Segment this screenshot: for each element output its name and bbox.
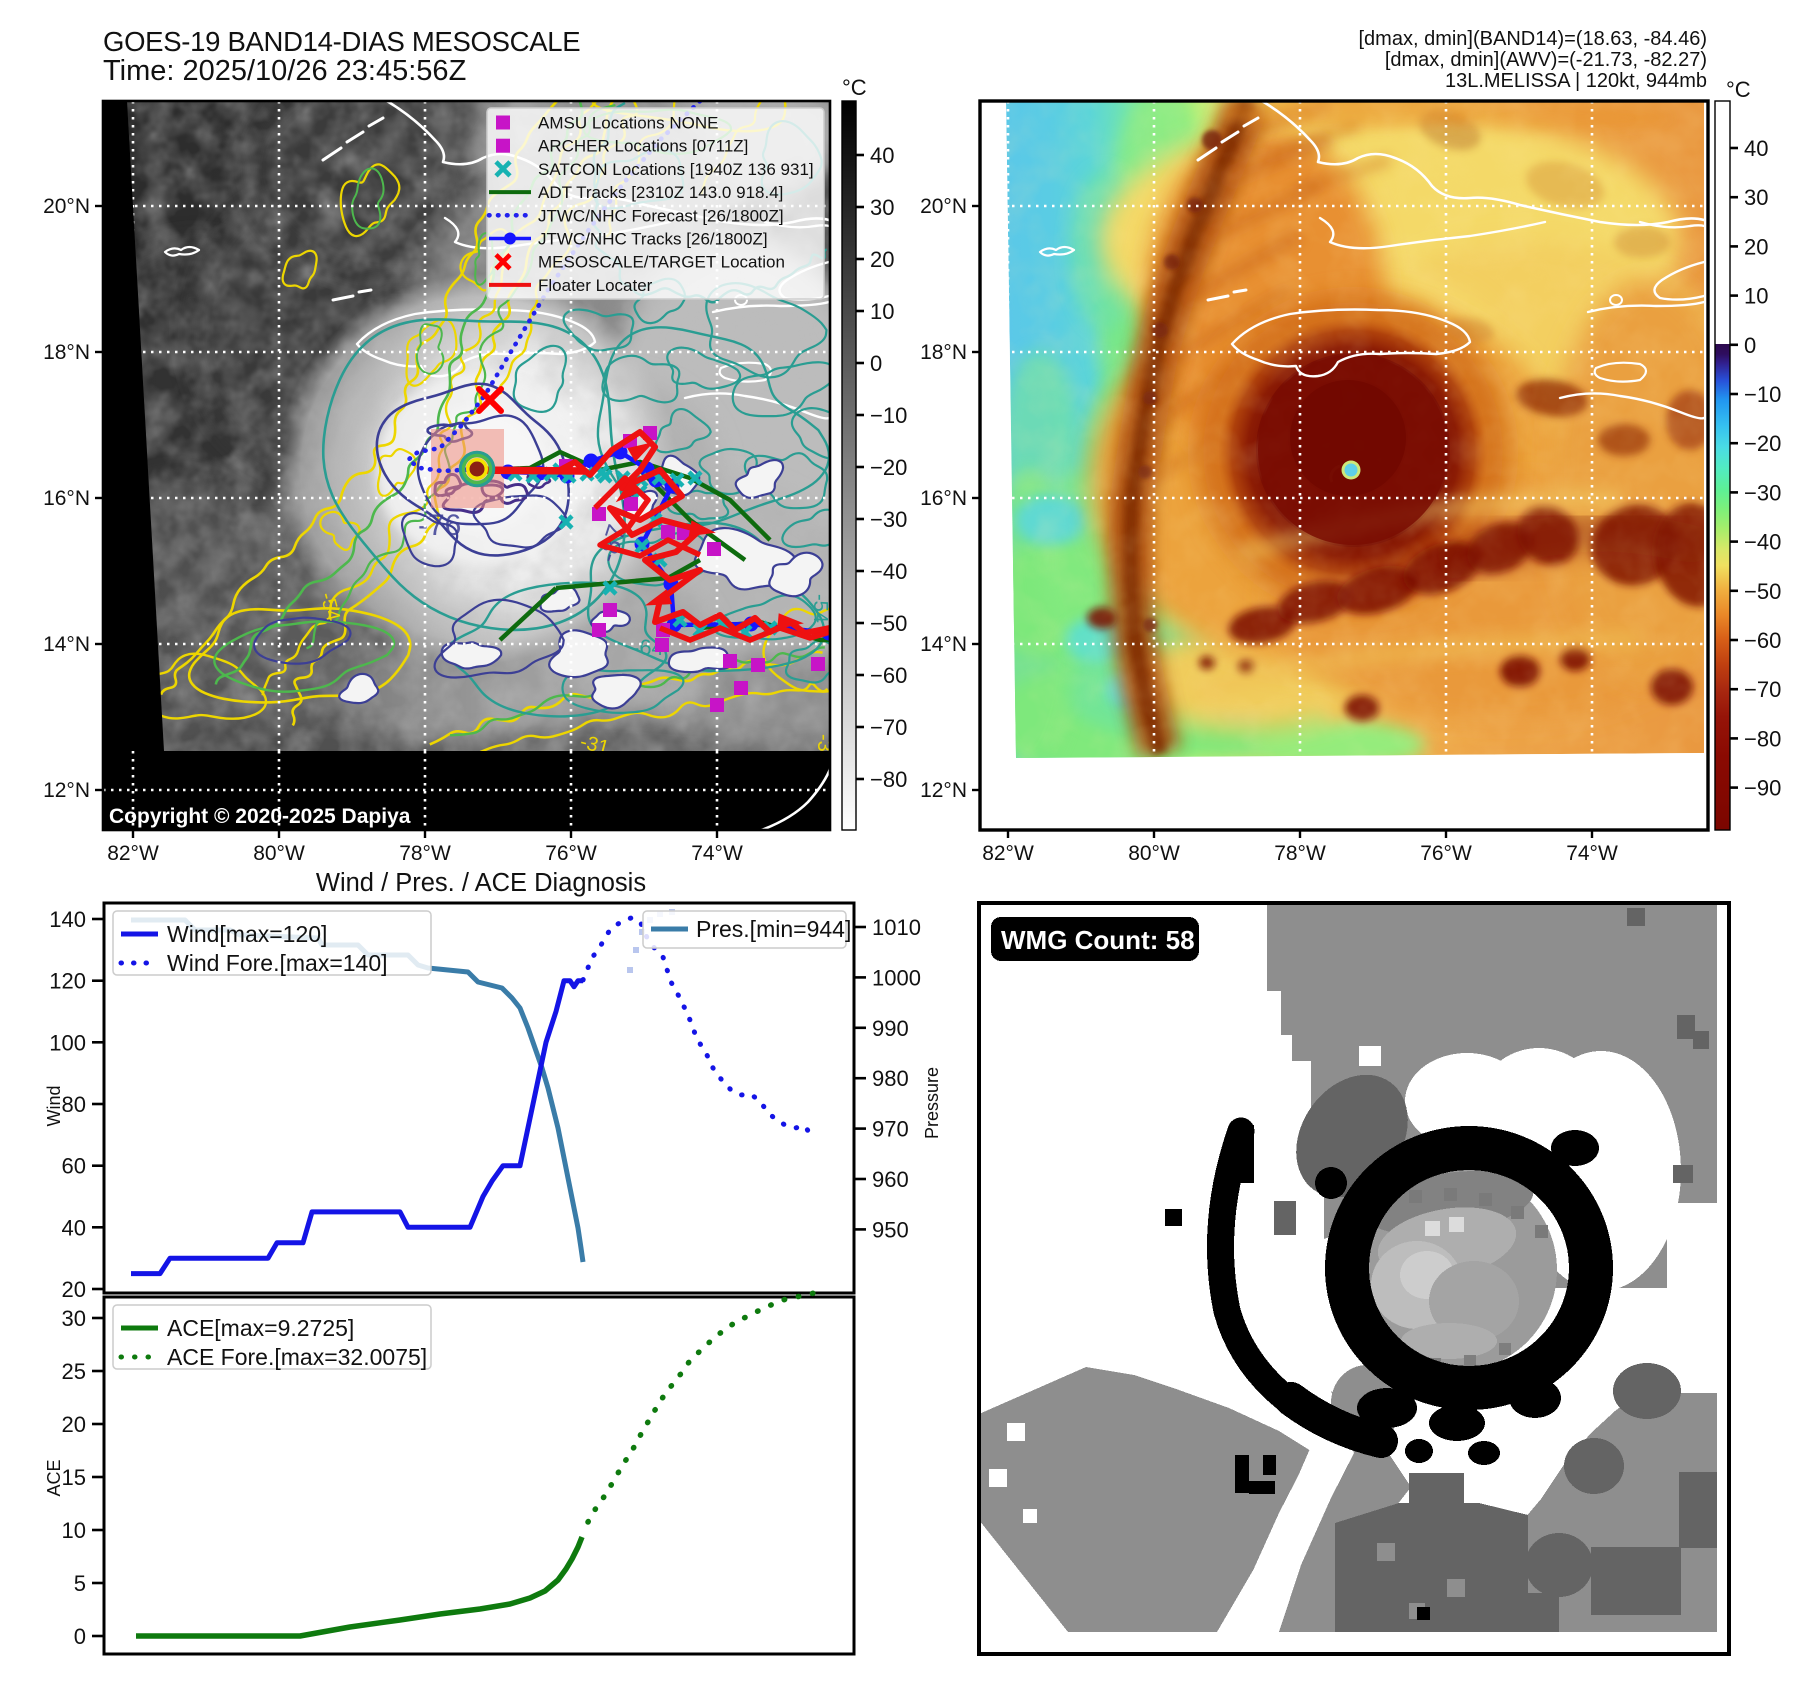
- svg-text:−80: −80: [870, 767, 907, 792]
- svg-text:970: 970: [872, 1117, 909, 1142]
- svg-text:Copyright © 2020-2025 Dapiya: Copyright © 2020-2025 Dapiya: [109, 805, 411, 828]
- svg-text:ACE: ACE: [44, 1459, 64, 1496]
- svg-text:1010: 1010: [872, 915, 921, 940]
- svg-text:40: 40: [62, 1215, 86, 1240]
- svg-text:20: 20: [1744, 234, 1768, 259]
- svg-text:18°N: 18°N: [43, 341, 90, 364]
- svg-text:25: 25: [62, 1359, 86, 1384]
- svg-text:−40: −40: [870, 559, 907, 584]
- svg-text:74°W: 74°W: [691, 842, 743, 865]
- svg-text:10: 10: [62, 1518, 86, 1543]
- svg-text:ARCHER Locations [0711Z]: ARCHER Locations [0711Z]: [538, 137, 748, 156]
- svg-text:WMG Count: 58: WMG Count: 58: [1001, 925, 1195, 955]
- svg-text:76°W: 76°W: [1420, 842, 1472, 865]
- svg-text:-54: -54: [809, 594, 831, 623]
- svg-text:Wind: Wind: [44, 1085, 64, 1126]
- svg-text:950: 950: [872, 1217, 909, 1242]
- svg-text:Wind[max=120]: Wind[max=120]: [167, 921, 327, 947]
- svg-text:16°N: 16°N: [920, 487, 967, 510]
- svg-text:AMSU Locations NONE: AMSU Locations NONE: [538, 114, 718, 133]
- svg-text:5: 5: [74, 1571, 86, 1596]
- svg-text:80°W: 80°W: [253, 842, 305, 865]
- svg-text:80°W: 80°W: [1128, 842, 1180, 865]
- svg-text:1000: 1000: [872, 965, 921, 990]
- svg-text:0: 0: [870, 351, 882, 376]
- svg-text:12°N: 12°N: [920, 779, 967, 802]
- svg-text:40: 40: [870, 143, 894, 168]
- svg-text:MESOSCALE/TARGET Location: MESOSCALE/TARGET Location: [538, 253, 785, 272]
- svg-text:14°N: 14°N: [43, 633, 90, 656]
- svg-text:20: 20: [870, 247, 894, 272]
- svg-text:−40: −40: [1744, 530, 1781, 555]
- svg-text:0: 0: [1744, 333, 1756, 358]
- svg-text:°C: °C: [1726, 77, 1751, 102]
- svg-text:0: 0: [74, 1624, 86, 1649]
- svg-text:GOES-19 BAND14-DIAS MESOSCALE: GOES-19 BAND14-DIAS MESOSCALE: [103, 26, 580, 57]
- svg-text:980: 980: [872, 1066, 909, 1091]
- svg-text:−80: −80: [1744, 726, 1781, 751]
- svg-text:990: 990: [872, 1016, 909, 1041]
- svg-text:−10: −10: [1744, 382, 1781, 407]
- svg-text:−50: −50: [1744, 579, 1781, 604]
- svg-text:60: 60: [62, 1154, 86, 1179]
- svg-text:Pressure: Pressure: [922, 1067, 942, 1139]
- svg-text:10: 10: [870, 299, 894, 324]
- svg-text:80: 80: [62, 1092, 86, 1117]
- svg-text:−30: −30: [1744, 480, 1781, 505]
- svg-text:−20: −20: [870, 455, 907, 480]
- svg-text:ACE Fore.[max=32.0075]: ACE Fore.[max=32.0075]: [167, 1344, 427, 1370]
- svg-text:30: 30: [62, 1306, 86, 1331]
- svg-text:−20: −20: [1744, 431, 1781, 456]
- svg-text:−60: −60: [1744, 628, 1781, 653]
- svg-text:40: 40: [1744, 136, 1768, 161]
- svg-text:10: 10: [1744, 284, 1768, 309]
- svg-text:JTWC/NHC Tracks [26/1800Z]: JTWC/NHC Tracks [26/1800Z]: [538, 230, 768, 249]
- svg-text:Pres.[min=944]: Pres.[min=944]: [696, 916, 851, 942]
- svg-text:13L.MELISSA | 120kt, 944mb: 13L.MELISSA | 120kt, 944mb: [1445, 70, 1707, 92]
- svg-text:30: 30: [1744, 185, 1768, 210]
- svg-text:12°N: 12°N: [43, 779, 90, 802]
- svg-text:78°W: 78°W: [1274, 842, 1326, 865]
- svg-text:20°N: 20°N: [43, 195, 90, 218]
- svg-text:120: 120: [49, 969, 86, 994]
- svg-text:[dmax, dmin](AWV)=(-21.73, -82: [dmax, dmin](AWV)=(-21.73, -82.27): [1385, 49, 1707, 71]
- svg-text:15: 15: [62, 1465, 86, 1490]
- svg-text:Time: 2025/10/26 23:45:56Z: Time: 2025/10/26 23:45:56Z: [103, 55, 466, 87]
- svg-text:14°N: 14°N: [920, 633, 967, 656]
- svg-text:JTWC/NHC Forecast [26/1800Z]: JTWC/NHC Forecast [26/1800Z]: [538, 206, 784, 225]
- svg-text:−60: −60: [870, 663, 907, 688]
- svg-text:140: 140: [49, 907, 86, 932]
- svg-text:−10: −10: [870, 403, 907, 428]
- svg-text:20: 20: [62, 1277, 86, 1302]
- svg-text:ADT Tracks [2310Z 143.0 918.4]: ADT Tracks [2310Z 143.0 918.4]: [538, 183, 783, 202]
- svg-text:78°W: 78°W: [399, 842, 451, 865]
- svg-text:ACE[max=9.2725]: ACE[max=9.2725]: [167, 1315, 354, 1341]
- svg-text:20: 20: [62, 1412, 86, 1437]
- svg-text:−50: −50: [870, 611, 907, 636]
- svg-text:−70: −70: [1744, 677, 1781, 702]
- svg-text:76°W: 76°W: [545, 842, 597, 865]
- svg-text:SATCON Locations [1940Z 136 93: SATCON Locations [1940Z 136 931]: [538, 160, 814, 179]
- svg-text:960: 960: [872, 1167, 909, 1192]
- svg-text:[dmax, dmin](BAND14)=(18.63, -: [dmax, dmin](BAND14)=(18.63, -84.46): [1359, 28, 1708, 50]
- svg-text:−30: −30: [870, 507, 907, 532]
- svg-text:°C: °C: [842, 75, 867, 100]
- svg-text:100: 100: [49, 1030, 86, 1055]
- svg-text:30: 30: [870, 195, 894, 220]
- svg-text:18°N: 18°N: [920, 341, 967, 364]
- svg-text:−90: −90: [1744, 776, 1781, 801]
- svg-text:−70: −70: [870, 715, 907, 740]
- svg-text:20°N: 20°N: [920, 195, 967, 218]
- svg-text:Wind Fore.[max=140]: Wind Fore.[max=140]: [167, 950, 388, 976]
- svg-text:Wind / Pres. / ACE Diagnosis: Wind / Pres. / ACE Diagnosis: [316, 869, 646, 897]
- svg-text:82°W: 82°W: [982, 842, 1034, 865]
- svg-text:82°W: 82°W: [107, 842, 159, 865]
- svg-text:Floater Locater: Floater Locater: [538, 276, 653, 295]
- svg-text:74°W: 74°W: [1566, 842, 1618, 865]
- svg-text:16°N: 16°N: [43, 487, 90, 510]
